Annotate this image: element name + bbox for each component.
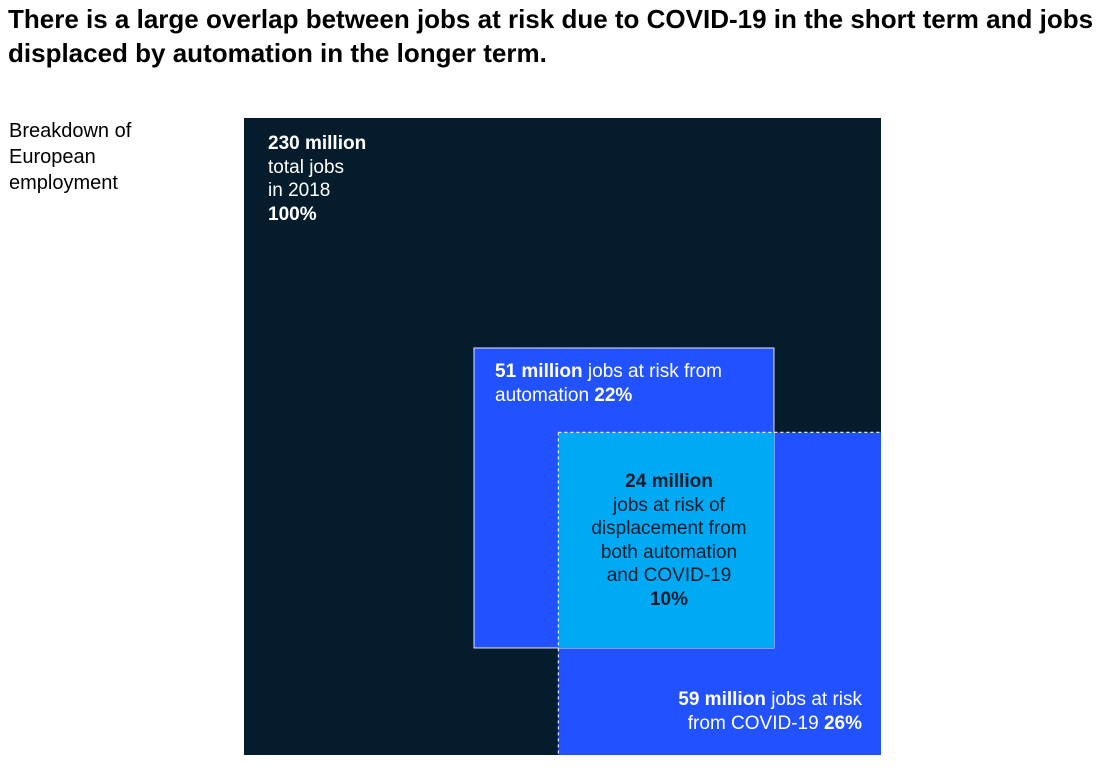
total-jobs-label: 230 million total jobs in 2018 100%	[268, 132, 468, 226]
total-jobs-desc-2: in 2018	[268, 180, 331, 201]
overlap-value: 24 million	[625, 471, 713, 492]
automation-risk-value: 51 million	[495, 361, 583, 382]
covid-risk-label: 59 million jobs at risk from COVID-19 26…	[610, 688, 862, 735]
total-jobs-value: 230 million	[268, 133, 367, 154]
overlap-share: 10%	[649, 588, 689, 610]
chart-side-label: Breakdown of European employment	[9, 120, 132, 194]
overlap-label: 24 million jobs at risk of displacement …	[571, 470, 767, 611]
automation-risk-share: 22%	[594, 384, 633, 406]
overlap-desc-4: and COVID-19	[606, 565, 732, 586]
overlap-desc-3: both automation	[600, 541, 738, 563]
automation-risk-label: 51 million jobs at risk from automation …	[495, 360, 765, 407]
overlap-desc-2: displacement from	[591, 518, 747, 539]
overlap-desc-1: jobs at risk of	[613, 494, 725, 516]
automation-risk-desc-a: jobs at risk from	[587, 361, 723, 382]
covid-risk-value: 59 million	[678, 689, 766, 710]
covid-risk-desc-b: from COVID-19	[687, 712, 819, 734]
overlap-square	[558, 432, 774, 648]
covid-risk-desc-a: jobs at risk	[771, 689, 862, 710]
automation-risk-desc-b: automation	[495, 384, 590, 406]
covid-risk-share: 26%	[823, 712, 862, 734]
chart-headline: There is a large overlap between jobs at…	[8, 4, 1094, 68]
total-jobs-desc-1: total jobs	[268, 156, 345, 178]
total-jobs-share: 100%	[268, 203, 317, 225]
